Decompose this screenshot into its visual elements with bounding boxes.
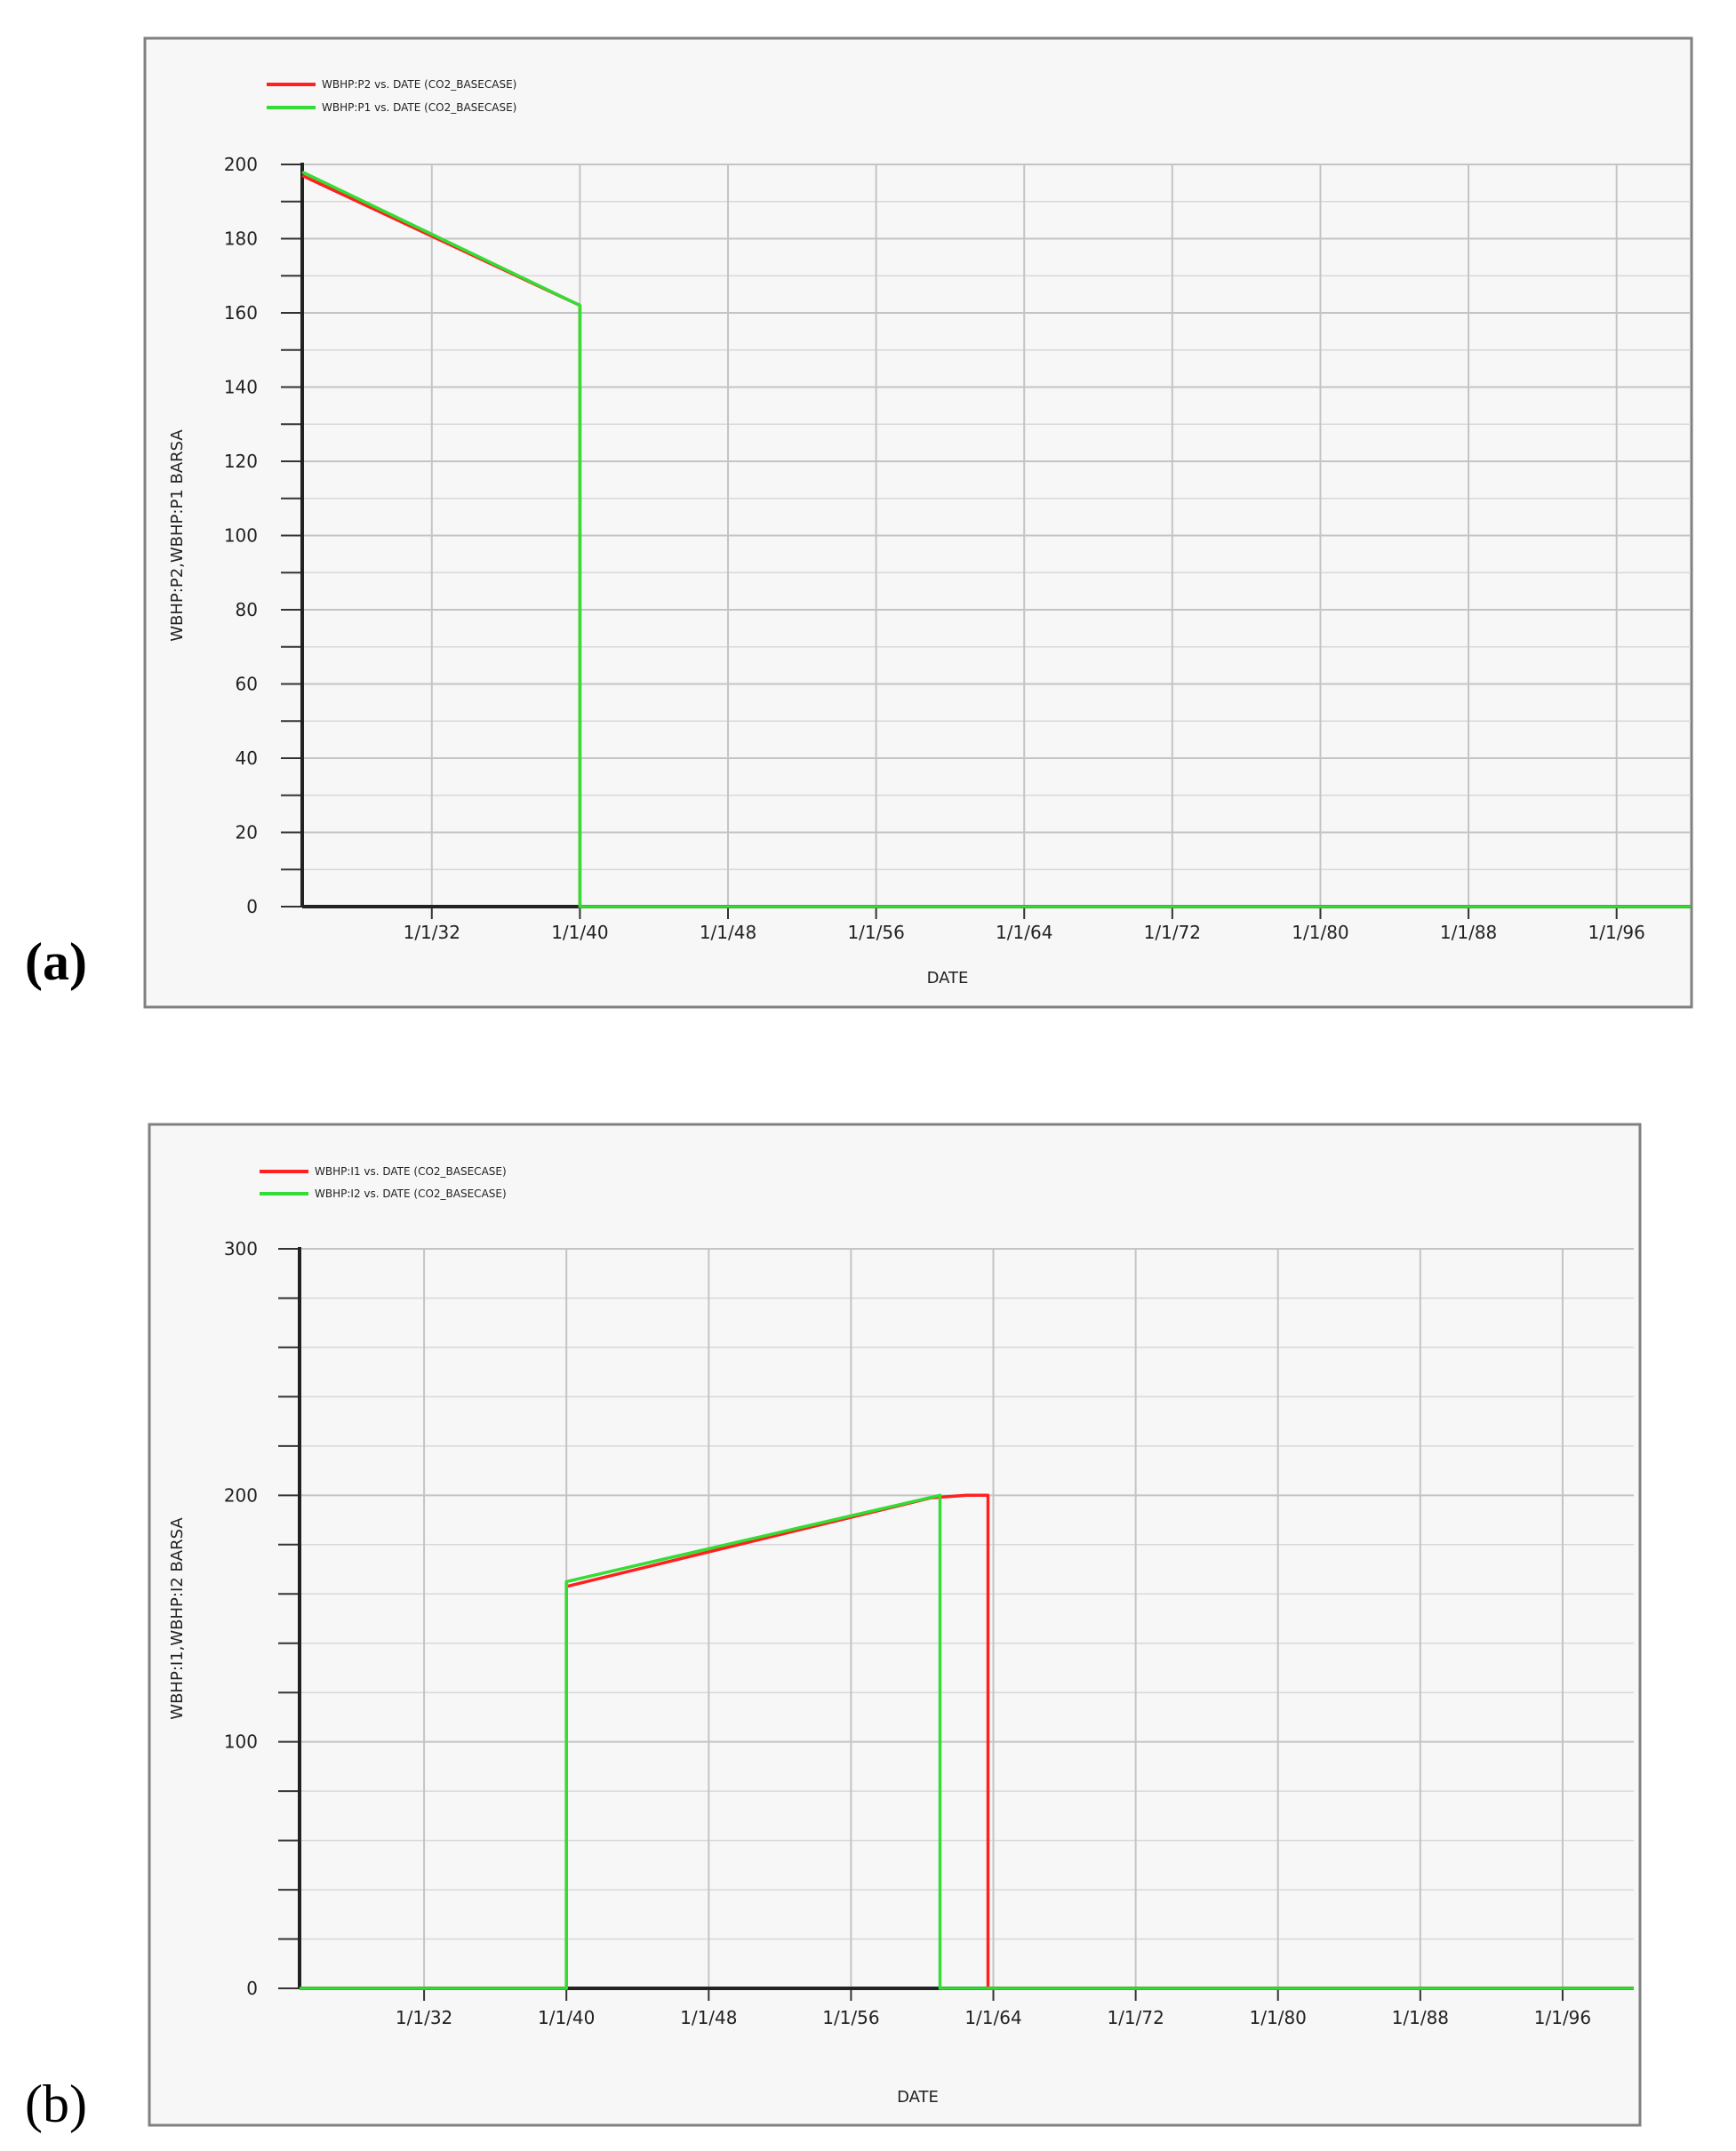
panel-label-a: (a) (25, 932, 87, 991)
x-tick-label: 1/1/64 (996, 922, 1052, 943)
x-tick-label: 1/1/72 (1144, 922, 1201, 943)
x-tick-label: 1/1/48 (700, 922, 756, 943)
x-tick-label: 1/1/96 (1588, 922, 1645, 943)
legend-label: WBHP:P1 vs. DATE (CO2_BASECASE) (322, 101, 516, 114)
panel-label-b: (b) (25, 2075, 87, 2133)
x-tick-label: 1/1/40 (551, 922, 608, 943)
series-line-2 (301, 170, 1691, 908)
x-tick-label: 1/1/32 (404, 922, 460, 943)
y-tick-label: 100 (224, 525, 258, 547)
y-tick-label: 60 (236, 674, 258, 695)
y-tick-label: 0 (246, 896, 258, 917)
y-axis-title: WBHP:P2,WBHP:P1 BARSA (168, 429, 187, 642)
y-tick-label: 40 (236, 748, 258, 769)
y-tick-label: 160 (224, 302, 258, 324)
chart-frame (143, 36, 1693, 1009)
x-tick-label: 1/1/88 (1440, 922, 1497, 943)
y-tick-label: 200 (224, 154, 258, 175)
x-tick-label: 1/1/56 (847, 922, 904, 943)
y-tick-label: 120 (224, 451, 258, 472)
y-tick-label: 140 (224, 377, 258, 398)
x-tick-label: 1/1/80 (1292, 922, 1348, 943)
x-axis-title: DATE (927, 969, 969, 988)
legend-label: WBHP:P2 vs. DATE (CO2_BASECASE) (322, 78, 516, 91)
y-tick-label: 80 (236, 599, 258, 620)
y-tick-label: 180 (224, 228, 258, 250)
y-tick-label: 20 (236, 822, 258, 844)
